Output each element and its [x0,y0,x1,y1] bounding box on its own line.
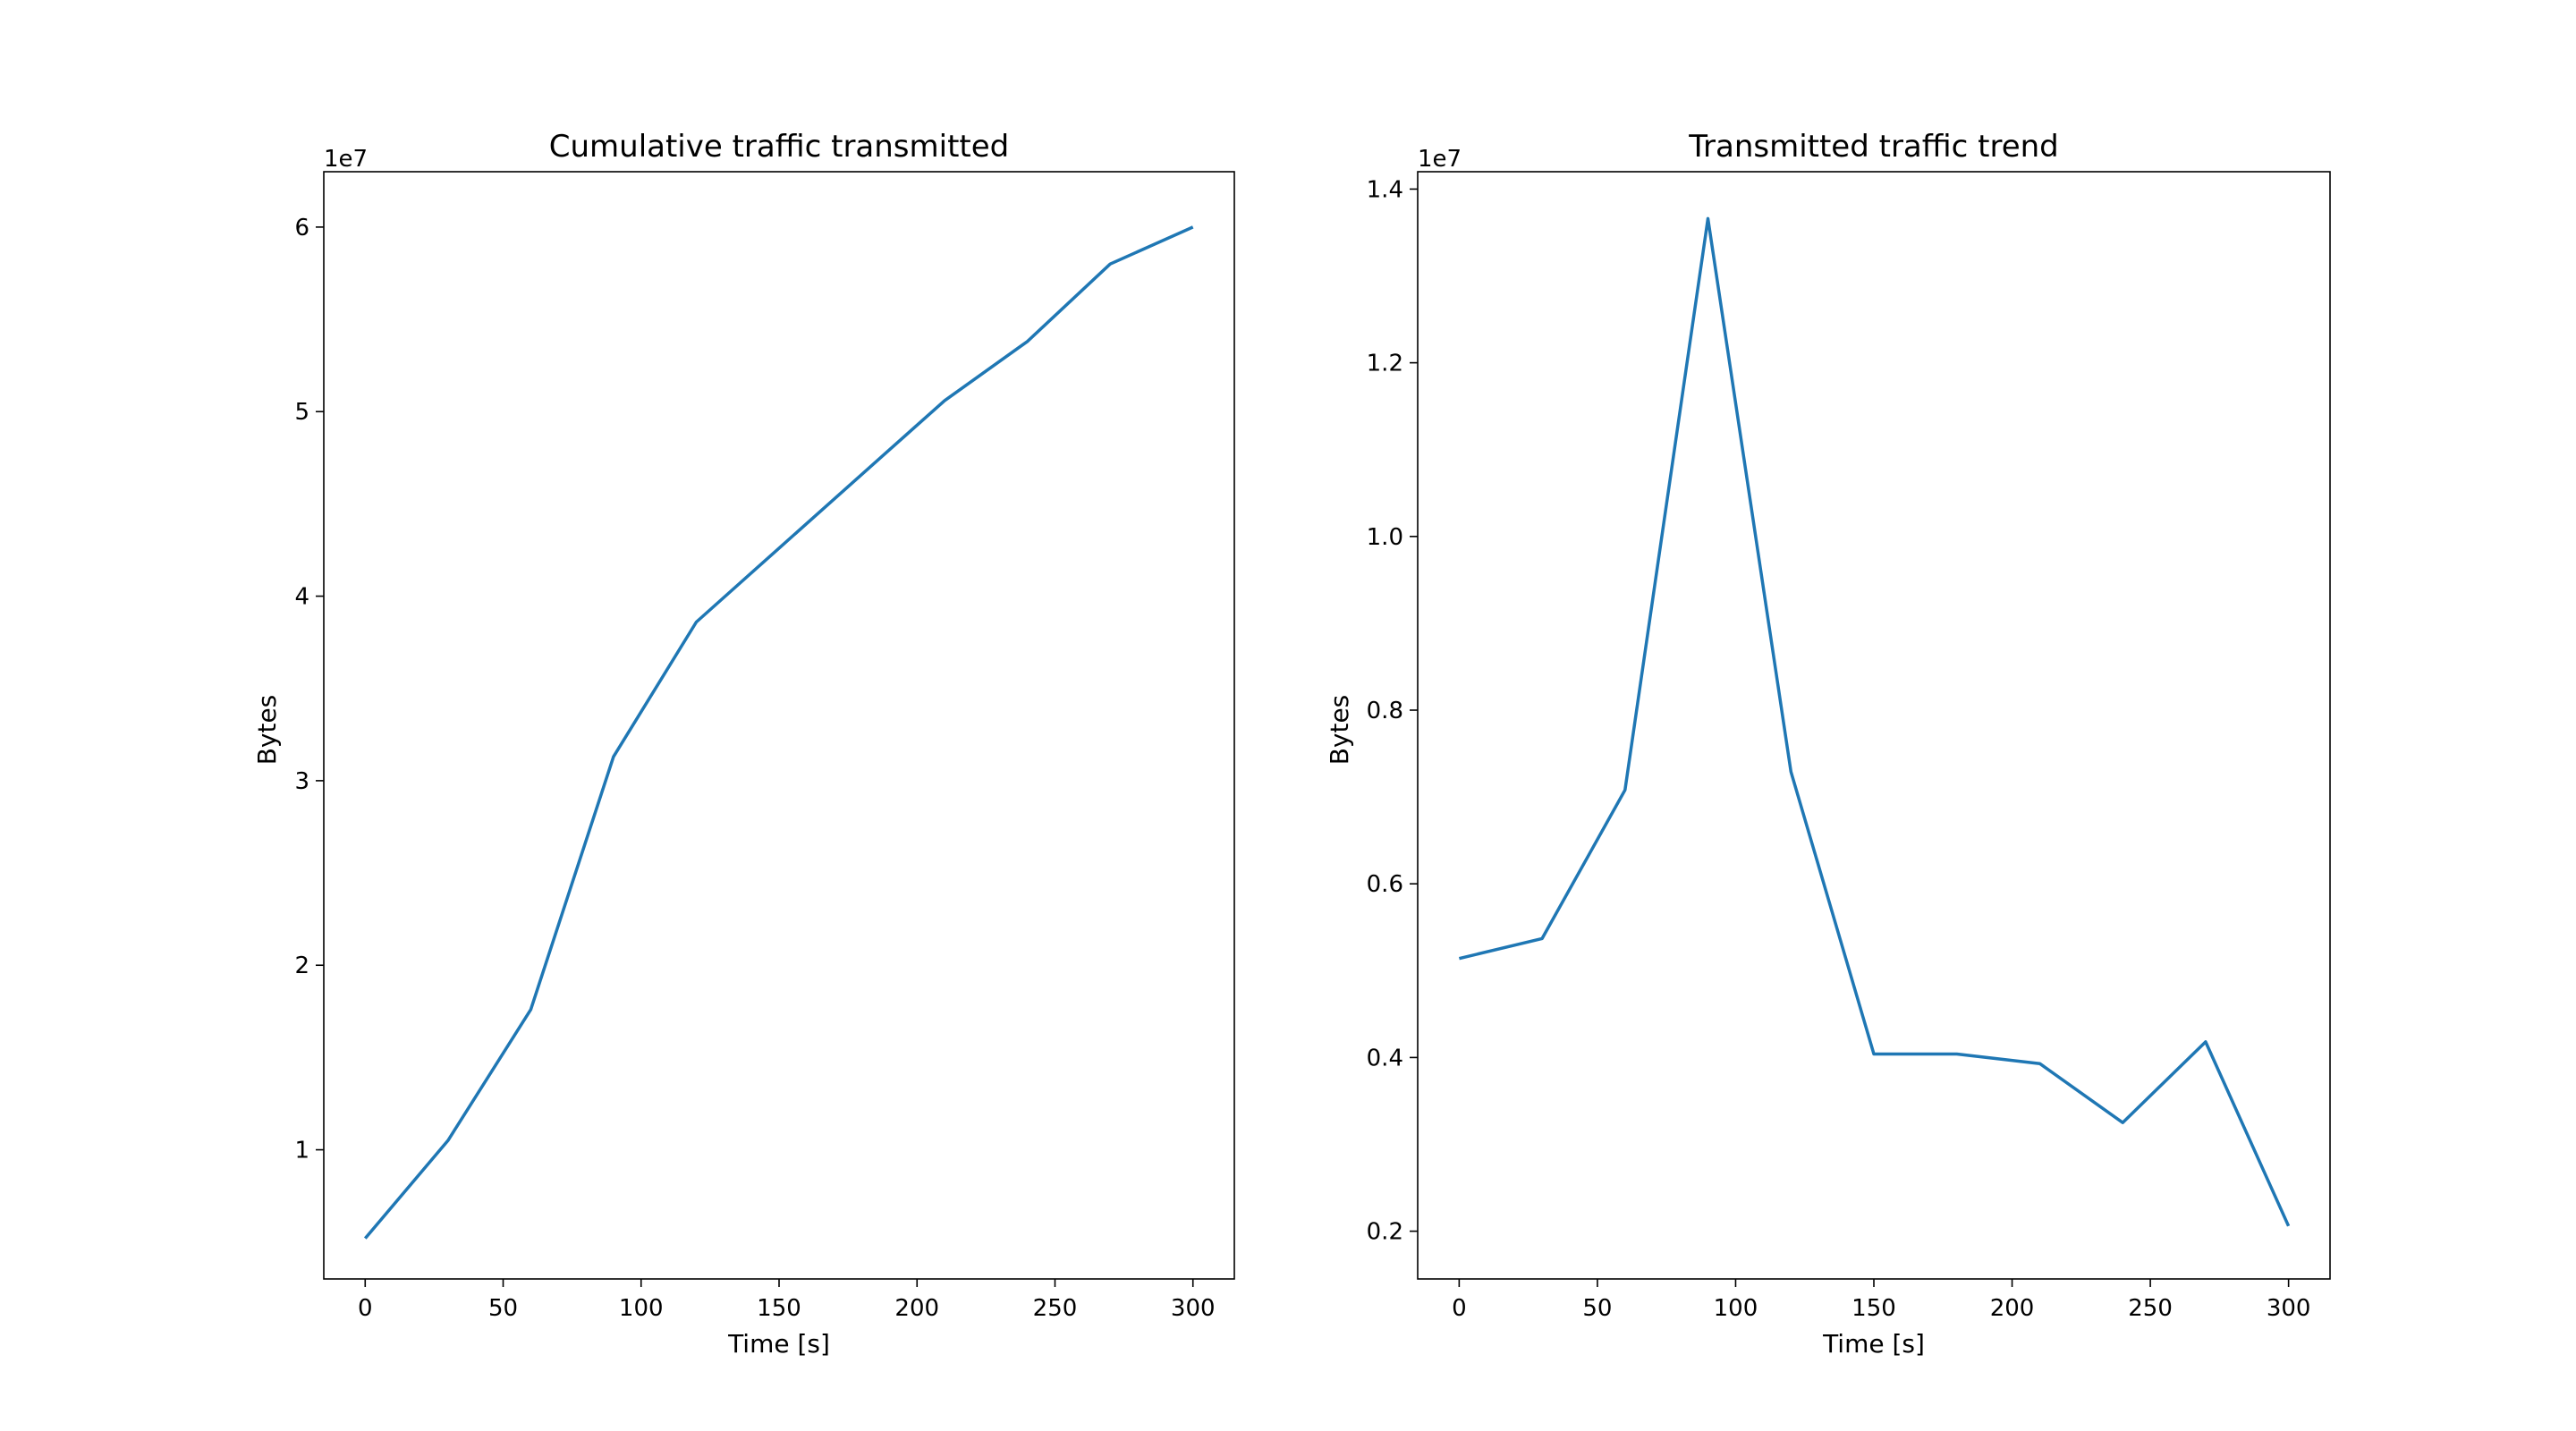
y-tick-label: 6 [294,215,309,241]
x-tick-label: 200 [894,1295,939,1322]
y-offset-label: 1e7 [1418,146,1462,173]
x-axis-label: Time [s] [1822,1329,1925,1359]
x-tick-label: 250 [1033,1295,1078,1322]
series-line [1458,216,2291,1227]
x-axis-label: Time [s] [727,1329,830,1359]
y-tick-label: 4 [294,584,309,611]
x-tick-label: 100 [1714,1295,1758,1322]
y-tick-label: 1.0 [1367,524,1403,551]
traffic-trend-chart: Transmitted traffic trend 1e7 Time [s] B… [1325,129,2331,1359]
y-axis-label: Bytes [252,695,282,766]
x-tick-label: 250 [2128,1295,2173,1322]
chart-title: Cumulative traffic transmitted [549,129,1010,165]
chart-title: Transmitted traffic trend [1688,129,2059,165]
y-offset-label: 1e7 [324,146,368,173]
series-line [363,225,1194,1240]
x-tick-label: 50 [1582,1295,1612,1322]
y-tick-label: 1 [294,1138,309,1164]
y-axis-label: Bytes [1325,695,1354,766]
x-tick-label: 150 [1852,1295,1896,1322]
x-tick-label: 150 [757,1295,801,1322]
x-tick-label: 50 [488,1295,518,1322]
y-tick-label: 2 [294,953,309,979]
y-tick-label: 0.2 [1367,1219,1403,1246]
y-tick-label: 0.6 [1367,871,1403,898]
y-tick-label: 1.2 [1367,351,1403,377]
x-tick-label: 0 [1452,1295,1467,1322]
y-tick-label: 5 [294,399,309,426]
cumulative-traffic-chart: Cumulative traffic transmitted 1e7 Time … [252,129,1235,1359]
y-tick-label: 3 [294,768,309,795]
x-tick-label: 0 [358,1295,373,1322]
y-tick-label: 0.8 [1367,698,1403,724]
x-tick-label: 300 [2267,1295,2311,1322]
x-tick-label: 100 [619,1295,664,1322]
x-tick-label: 300 [1171,1295,1216,1322]
y-tick-label: 0.4 [1367,1045,1403,1071]
x-tick-label: 200 [1990,1295,2035,1322]
y-tick-label: 1.4 [1367,176,1403,203]
